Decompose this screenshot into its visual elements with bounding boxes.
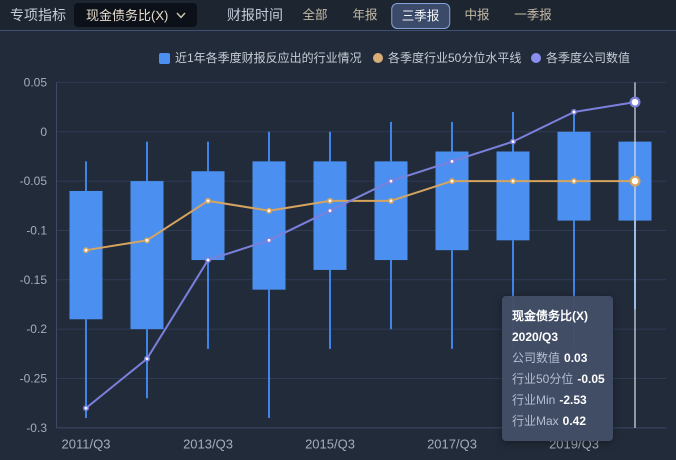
y-axis-label: -0.05 xyxy=(20,174,48,188)
company-point xyxy=(448,158,455,165)
candle-box xyxy=(191,171,225,261)
candle-2015/Q3[interactable] xyxy=(313,131,347,349)
company-point xyxy=(387,178,394,185)
y-axis-label: 0 xyxy=(40,125,47,139)
legend-square-icon xyxy=(159,52,170,64)
median-point xyxy=(509,178,516,185)
candle-box xyxy=(557,131,591,221)
candle-2018/Q3[interactable] xyxy=(496,112,530,349)
tooltip-title: 现金债务比(X) xyxy=(512,309,588,323)
legend-label: 近1年各季度财报反应出的行业情况 xyxy=(175,51,362,65)
tab-3[interactable]: 中报 xyxy=(464,8,490,22)
x-axis-label: 2011/Q3 xyxy=(62,437,111,452)
candle-2012/Q3[interactable] xyxy=(130,141,164,399)
company-point-highlighted[interactable] xyxy=(629,96,641,108)
y-axis-label: -0.2 xyxy=(26,322,47,336)
median-point xyxy=(265,207,272,214)
x-axis-label: 2013/Q3 xyxy=(183,437,233,452)
tab-4[interactable]: 一季报 xyxy=(514,8,552,22)
legend-circle-icon xyxy=(531,53,541,63)
y-axis-label: -0.15 xyxy=(20,273,48,287)
legend-label: 各季度行业50分位水平线 xyxy=(388,51,522,65)
median-point xyxy=(83,247,90,254)
company-point xyxy=(265,237,272,244)
candle-2016/Q3[interactable] xyxy=(374,121,408,330)
chevron-down-icon xyxy=(176,12,186,19)
y-axis-label: -0.1 xyxy=(26,223,47,237)
y-axis-label: 0.05 xyxy=(24,75,48,89)
legend-item-1[interactable]: 各季度行业50分位水平线 xyxy=(373,52,521,64)
candle-2014/Q3[interactable] xyxy=(252,131,286,418)
tooltip-row: 行业50分位 -0.05 xyxy=(512,372,605,386)
chart-tooltip: 现金债务比(X) 2020/Q3 公司数值 0.03 行业50分位 -0.05 行业Mi… xyxy=(502,296,613,441)
y-axis-label: -0.3 xyxy=(26,421,47,435)
tab-1[interactable]: 年报 xyxy=(352,8,378,22)
median-point xyxy=(387,197,394,204)
candle-box xyxy=(252,161,286,290)
candle-2013/Q3[interactable] xyxy=(191,141,225,349)
median-point xyxy=(448,178,455,185)
period-section-label: 财报时间 xyxy=(227,7,283,23)
legend-circle-icon xyxy=(373,53,383,63)
y-axis-label: -0.25 xyxy=(20,372,48,386)
median-point xyxy=(144,237,151,244)
candle-box xyxy=(69,190,103,320)
company-point xyxy=(326,207,333,214)
tooltip-row: 行业Min -2.53 xyxy=(512,393,587,407)
x-axis-label: 2015/Q3 xyxy=(305,437,355,452)
median-point xyxy=(570,178,577,185)
company-point xyxy=(144,355,151,362)
tab-0[interactable]: 全部 xyxy=(302,8,328,22)
metric-dropdown[interactable]: 现金债务比(X) xyxy=(74,3,197,27)
legend-label: 各季度公司数值 xyxy=(546,51,631,65)
candle-box xyxy=(130,181,164,330)
company-point xyxy=(509,138,516,145)
metric-section-label: 专项指标 xyxy=(10,7,66,23)
company-point xyxy=(570,109,577,116)
tooltip-period: 2020/Q3 xyxy=(512,330,559,344)
candle-2011/Q3[interactable] xyxy=(69,161,103,418)
toolbar: 专项指标 现金债务比(X) 财报时间 全部 年报 三季报 中报 一季报 xyxy=(0,0,676,31)
tooltip-row: 行业Max 0.42 xyxy=(512,414,587,428)
candle-box xyxy=(496,151,530,241)
metric-dropdown-value: 现金债务比(X) xyxy=(86,8,169,23)
company-line xyxy=(85,101,636,409)
candle-box xyxy=(374,161,408,261)
median-line xyxy=(85,180,635,252)
tab-selected-2[interactable]: 三季报 xyxy=(390,3,451,29)
legend-item-0[interactable]: 近1年各季度财报反应出的行业情况 xyxy=(159,52,362,64)
x-axis-label: 2017/Q3 xyxy=(427,437,477,452)
candle-box xyxy=(435,151,469,251)
median-point-highlighted[interactable] xyxy=(629,175,641,187)
candle-2017/Q3[interactable] xyxy=(435,121,469,349)
tooltip-row: 公司数值 0.03 xyxy=(512,351,588,365)
median-point xyxy=(326,197,333,204)
median-point xyxy=(205,197,212,204)
legend-item-2[interactable]: 各季度公司数值 xyxy=(531,52,630,64)
company-point xyxy=(205,257,212,264)
company-point xyxy=(83,405,90,412)
